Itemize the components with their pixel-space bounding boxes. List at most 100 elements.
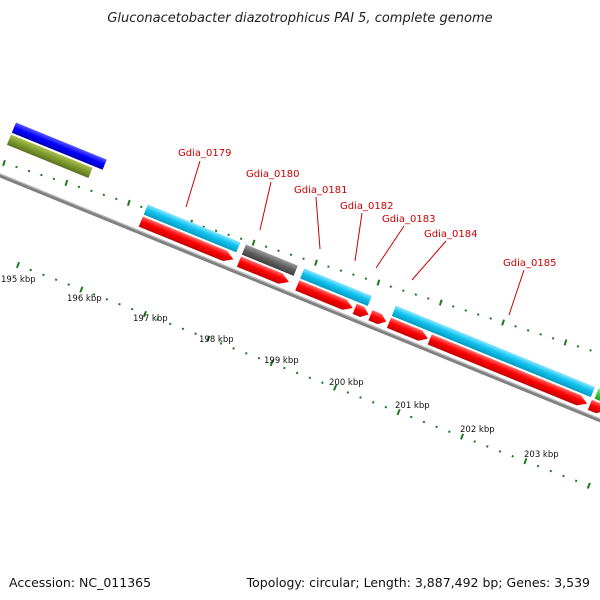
outer-tick <box>264 245 268 248</box>
inner-tick <box>118 302 121 306</box>
outer-tick <box>339 269 343 272</box>
kbp-label: 196 kbp <box>67 294 102 304</box>
inner-tick <box>422 420 426 424</box>
gene-gdia-0180[interactable] <box>241 244 298 276</box>
outer-tick <box>314 259 318 266</box>
inner-tick <box>498 450 502 453</box>
outer-tick <box>2 159 6 167</box>
gene-label[interactable]: Gdia_0185 <box>503 258 556 269</box>
cds-gdia-0180[interactable] <box>236 256 291 288</box>
inner-tick <box>105 298 109 301</box>
inner-tick <box>156 317 159 321</box>
outer-tick <box>251 239 256 246</box>
inner-tick <box>181 327 185 331</box>
cds-gdia-0184a[interactable] <box>386 317 430 344</box>
kbp-label: 195 kbp <box>1 275 36 285</box>
inner-tick-track <box>15 261 591 489</box>
outer-tick <box>489 317 492 320</box>
gene-gdia-0179[interactable] <box>143 204 241 253</box>
inner-tick <box>523 458 528 465</box>
cds-right-small[interactable] <box>587 399 600 416</box>
inner-tick <box>308 376 312 380</box>
cds-gdia-0181[interactable] <box>295 280 355 313</box>
outer-tick <box>214 229 218 233</box>
gene-labels: Gdia_0179 Gdia_0180 Gdia_0181 Gdia_0182 … <box>178 148 556 269</box>
kbp-label: 199 kbp <box>264 356 299 366</box>
cds-gdia-0185[interactable] <box>427 334 590 408</box>
inner-tick <box>459 433 465 440</box>
outer-tick <box>77 185 81 189</box>
cds-gdia-0183[interactable] <box>368 310 388 327</box>
inner-tick <box>269 359 274 367</box>
kbp-scale-labels: 195 kbp 196 kbp 197 kbp 198 kbp 199 kbp … <box>1 275 559 460</box>
gene-label[interactable]: Gdia_0180 <box>246 169 299 180</box>
inner-tick <box>142 310 147 318</box>
gene-label[interactable]: Gdia_0179 <box>178 148 231 159</box>
outer-tick <box>102 193 106 197</box>
outer-tick <box>451 305 455 308</box>
inner-tick <box>130 307 134 311</box>
inner-tick <box>206 335 211 342</box>
outer-tick <box>476 313 480 316</box>
inner-tick <box>92 293 96 296</box>
inner-tick <box>574 479 578 483</box>
inner-tick <box>359 396 362 399</box>
inner-tick <box>562 474 565 478</box>
inner-tick <box>67 283 70 286</box>
gene-label[interactable]: Gdia_0181 <box>294 185 347 196</box>
gene-label[interactable]: Gdia_0184 <box>424 229 477 240</box>
inner-tick <box>486 445 489 448</box>
inner-tick <box>448 430 451 433</box>
gene-left-olive[interactable] <box>6 134 93 179</box>
inner-tick <box>42 273 45 277</box>
outer-tick <box>364 277 368 280</box>
gene-label[interactable]: Gdia_0182 <box>340 201 393 212</box>
outer-tick <box>64 179 69 187</box>
outer-tick <box>227 233 230 237</box>
accession-text: Accession: NC_011365 <box>9 575 152 590</box>
inner-tick <box>396 408 401 416</box>
inner-tick <box>371 401 375 404</box>
kbp-label: 203 kbp <box>524 450 559 460</box>
outer-tick <box>277 249 280 252</box>
inner-tick <box>29 268 32 272</box>
gene-left-blue[interactable] <box>11 122 107 170</box>
inner-tick <box>511 455 514 458</box>
outer-tick <box>90 189 93 193</box>
outer-tick <box>352 273 355 276</box>
outer-tick <box>140 205 143 209</box>
gene-gdia-0181[interactable] <box>300 268 372 307</box>
outer-tick <box>115 197 118 201</box>
inner-tick <box>549 469 553 473</box>
inner-tick <box>168 322 172 326</box>
outer-tick <box>576 345 580 348</box>
inner-tick <box>54 278 58 281</box>
inner-tick <box>283 366 286 370</box>
outer-tick <box>514 325 517 328</box>
gene-label[interactable]: Gdia_0183 <box>382 214 435 225</box>
kbp-label: 197 kbp <box>133 314 168 324</box>
outer-tick <box>526 329 530 332</box>
outer-tick <box>239 237 243 240</box>
kbp-label: 202 kbp <box>460 425 495 435</box>
outer-tick <box>40 173 43 177</box>
outer-tick <box>539 333 542 336</box>
outer-tick <box>376 279 381 286</box>
gene-leader-lines <box>185 160 525 316</box>
inner-tick <box>194 332 197 335</box>
map-title: Gluconacetobacter diazotrophicus PAI 5, … <box>107 11 493 26</box>
outer-tick <box>289 253 293 256</box>
cds-gdia-0179[interactable] <box>138 216 236 264</box>
inner-tick <box>333 384 338 391</box>
outer-tick <box>464 309 467 312</box>
inner-tick <box>473 440 476 443</box>
inner-tick <box>435 425 438 429</box>
gene-gdia-0184[interactable] <box>391 305 596 398</box>
outer-tick <box>551 337 555 340</box>
inner-tick <box>384 405 388 409</box>
inner-tick <box>219 342 223 345</box>
outer-tick <box>563 339 568 346</box>
cds-gdia-0182[interactable] <box>352 303 371 320</box>
outer-tick <box>414 293 418 296</box>
